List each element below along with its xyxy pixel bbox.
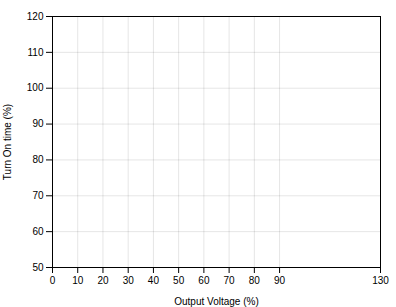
svg-text:120: 120 [27, 11, 44, 22]
svg-text:60: 60 [198, 275, 210, 286]
svg-text:20: 20 [97, 275, 109, 286]
svg-text:80: 80 [249, 275, 261, 286]
svg-text:110: 110 [28, 47, 44, 58]
svg-text:10: 10 [72, 275, 84, 286]
svg-text:0: 0 [50, 275, 56, 286]
svg-text:90: 90 [32, 118, 44, 129]
svg-text:90: 90 [274, 275, 286, 286]
svg-text:80: 80 [32, 154, 44, 165]
svg-text:Turn On time (%): Turn On time (%) [2, 104, 13, 180]
svg-text:100: 100 [27, 82, 44, 93]
svg-text:Output Voltage (%): Output Voltage (%) [174, 296, 259, 307]
svg-text:30: 30 [123, 275, 135, 286]
svg-text:130: 130 [372, 275, 389, 286]
svg-text:70: 70 [224, 275, 236, 286]
svg-text:40: 40 [148, 275, 160, 286]
svg-text:60: 60 [32, 226, 44, 237]
svg-text:50: 50 [32, 262, 44, 273]
svg-text:50: 50 [173, 275, 185, 286]
svg-text:70: 70 [32, 190, 44, 201]
